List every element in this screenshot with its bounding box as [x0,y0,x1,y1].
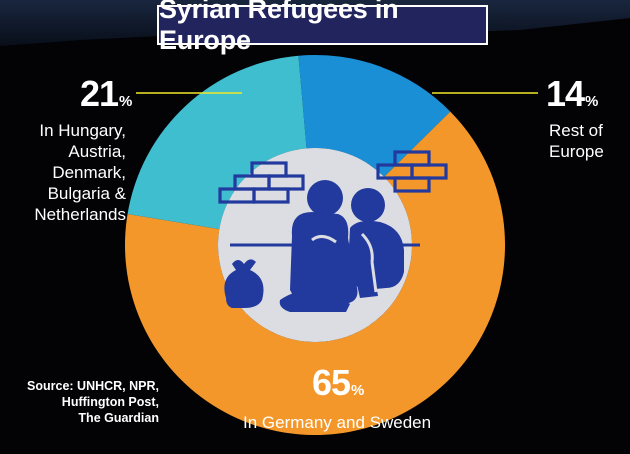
label-line: Austria, [68,142,126,161]
label-line: Europe [549,142,604,161]
source-line: Huffington Post, [61,395,159,409]
brick-wall-icon [218,161,305,204]
source-line: The Guardian [78,411,159,425]
slice-value-14: 14% [546,76,598,112]
label-line: Netherlands [34,205,126,224]
title-box: Syrian Refugees in Europe [157,0,488,55]
brick-wall-icon [376,150,448,193]
chart-title: Syrian Refugees in Europe [159,0,399,55]
bundle-sack-icon [224,259,264,308]
source-line: Source: UNHCR, NPR, [27,379,159,393]
value-unit: % [351,382,365,399]
family-highlight [311,232,378,293]
slice-value-21: 21% [80,76,132,112]
label-line: Rest of [549,121,603,140]
value-number: 21 [80,73,119,114]
label-line: Denmark, [52,163,126,182]
label-line: In Hungary, [39,121,126,140]
label-line: Bulgaria & [47,184,126,203]
value-number: 65 [312,362,351,403]
label-rest-of-europe: Rest of Europe [549,120,604,162]
value-unit: % [585,93,599,110]
label-germany-sweden: In Germany and Sweden [243,413,432,432]
label-hungary-group: In Hungary, Austria, Denmark, Bulgaria &… [34,120,126,225]
donut-slice [298,55,451,177]
value-unit: % [119,93,133,110]
source-note: Source: UNHCR, NPR, Huffington Post, The… [14,378,159,426]
value-number: 14 [546,73,585,114]
donut-slice [127,55,307,230]
refugee-family-icon [279,180,404,312]
slice-value-65: 65% [312,365,364,401]
